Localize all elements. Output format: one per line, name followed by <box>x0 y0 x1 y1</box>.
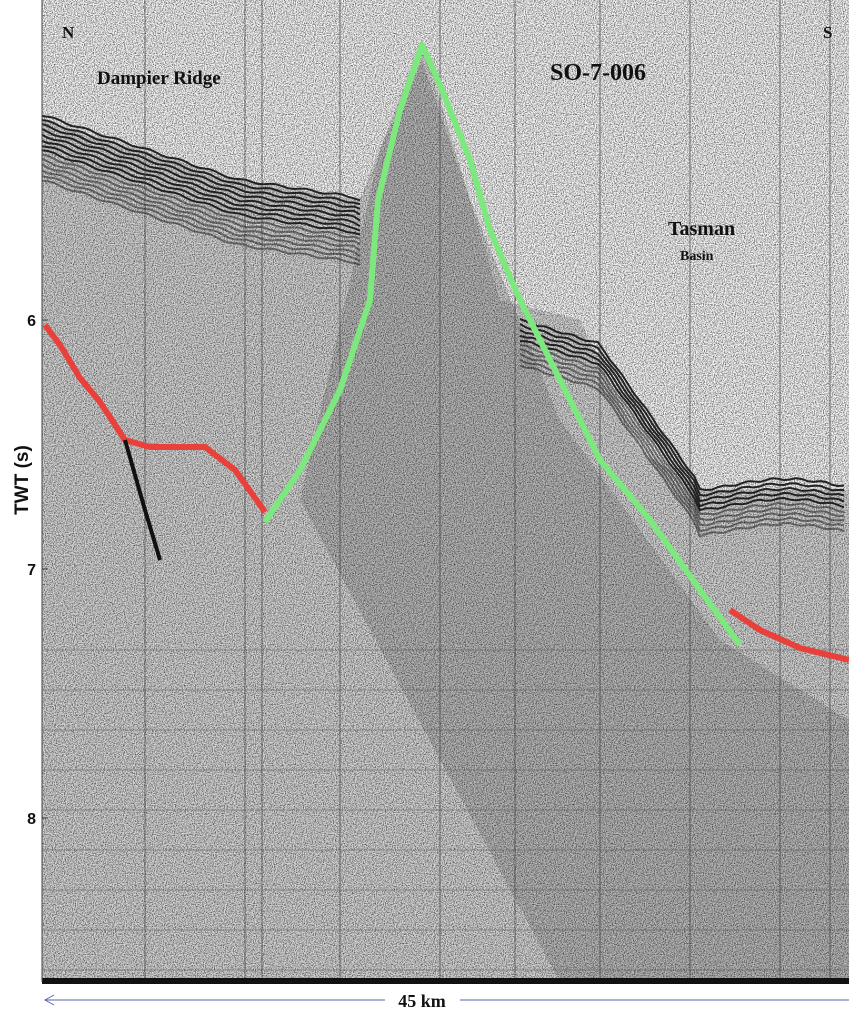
basin-label: Basin <box>680 249 714 264</box>
scale-label: 45 km <box>398 991 446 1011</box>
seismic-figure: N S Dampier Ridge SO-7-006 Tasman Basin … <box>0 0 849 1015</box>
ridge-label: Dampier Ridge <box>97 68 221 89</box>
north-label: N <box>62 23 75 42</box>
y-tick-label: 6 <box>27 313 36 330</box>
basin-label: Tasman <box>668 218 735 240</box>
y-tick-label: 8 <box>27 811 36 828</box>
profile-title: SO-7-006 <box>550 60 646 86</box>
page: N S Dampier Ridge SO-7-006 Tasman Basin … <box>0 0 849 1015</box>
seismic-texture <box>42 0 849 982</box>
axis-label: TWT (s) <box>12 445 33 515</box>
y-tick-label: 7 <box>27 562 36 579</box>
south-label: S <box>823 23 832 42</box>
bottom-edge <box>42 978 849 984</box>
